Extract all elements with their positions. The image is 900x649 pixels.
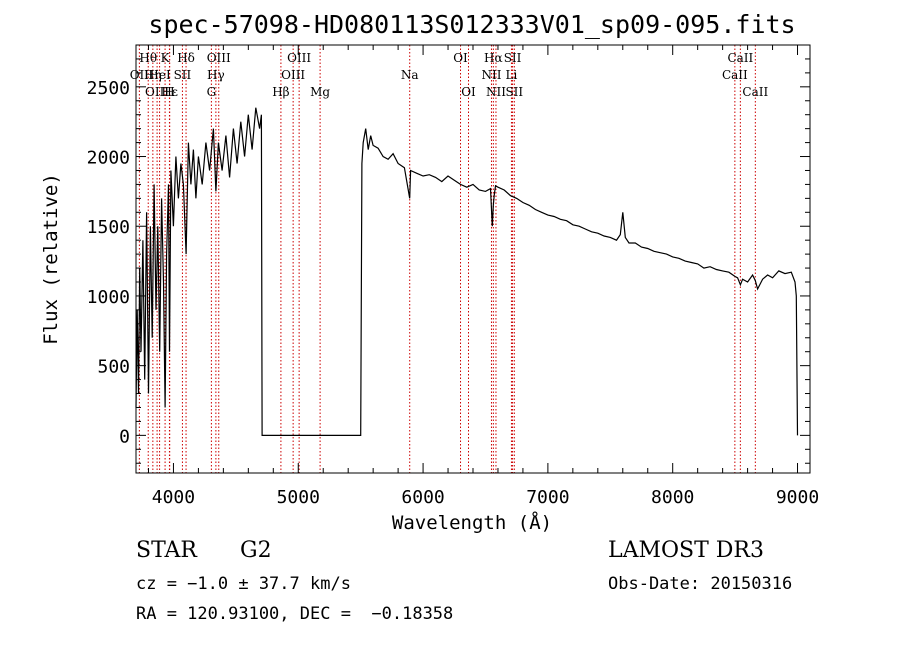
plot-frame: [135, 44, 811, 474]
ra-dec-coordinates: RA = 120.93100, DEC = −0.18358: [136, 604, 454, 624]
x-axis: 4000 5000 6000 7000 8000 9000: [147, 45, 819, 508]
spectral-line-label: OIII: [281, 68, 305, 82]
chart-title: spec-57098-HD080113S012333V01_sp09-095.f…: [148, 10, 795, 39]
spectral-line-label: Hε: [161, 85, 178, 99]
spectral-line-label: OIII: [207, 51, 231, 65]
observation-date: Obs-Date: 20150316: [608, 574, 793, 594]
spectral-line-label: SII: [174, 68, 192, 82]
spectral-line-label: Na: [401, 68, 419, 82]
x-tick-label: 8000: [651, 487, 694, 508]
spectral-line-label: Hθ: [139, 51, 157, 65]
x-tick-label: 9000: [776, 487, 819, 508]
y-tick-label: 0: [119, 426, 130, 447]
x-tick-label: 7000: [526, 487, 569, 508]
y-tick-label: 2500: [87, 78, 130, 99]
spectrum-line: [135, 107, 799, 436]
y-tick-label: 2000: [87, 148, 130, 169]
spectral-line-label: OIII: [145, 85, 169, 99]
y-tick-label: 1500: [87, 217, 130, 238]
spectral-line-label: SII: [504, 51, 522, 65]
redshift-cz: cz = −1.0 ± 37.7 km/s: [136, 574, 351, 594]
spectral-line-label: CaII: [722, 68, 748, 82]
spectral-line-label: Mg: [310, 85, 330, 99]
spectral-line-label: HeI: [148, 68, 171, 82]
spectral-line-label: Hδ: [177, 51, 195, 65]
spectral-line-label: OIII: [287, 51, 311, 65]
spectral-line-label: Hα: [484, 51, 503, 65]
x-axis-label: Wavelength (Å): [392, 511, 552, 534]
spectral-line-label: Li: [506, 68, 518, 82]
spectral-line-label: OI: [453, 51, 468, 65]
x-tick-label: 4000: [152, 487, 195, 508]
spectral-line-label: NII: [481, 68, 501, 82]
spectral-line-label: CaII: [742, 85, 768, 99]
spectral-line-label: Hγ: [207, 68, 225, 82]
survey-name: LAMOST DR3: [608, 538, 764, 563]
y-axis: 0 500 1000 1500 2000 2500: [87, 58, 810, 464]
x-tick-label: 6000: [401, 487, 444, 508]
spectral-line-label: OII: [130, 68, 150, 82]
spectral-line-labels: OII Hθ OIII Hη Hε K H HeI Hδ SII OIII Hγ G Hβ OIII OIII…: [130, 51, 769, 99]
y-tick-label: 500: [97, 357, 130, 378]
spectral-line-label: SII: [505, 85, 523, 99]
y-tick-label: 1000: [87, 287, 130, 308]
spectral-line-label: OI: [461, 85, 476, 99]
x-tick-label: 5000: [277, 487, 320, 508]
spectral-line-label: G: [207, 85, 217, 99]
y-axis-label: Flux (relative): [40, 173, 62, 345]
spectral-line-label: NII: [486, 85, 506, 99]
spectral-line-label: CaII: [727, 51, 753, 65]
spectral-line-label: Hβ: [272, 85, 289, 99]
spectral-line-label: Hη: [144, 68, 162, 82]
spectral-line-label: K: [161, 51, 171, 65]
object-subclass: G2: [240, 538, 272, 563]
spectral-line-label: H: [164, 85, 174, 99]
spectral-line-markers: [138, 45, 756, 473]
object-class: STAR: [136, 538, 197, 563]
